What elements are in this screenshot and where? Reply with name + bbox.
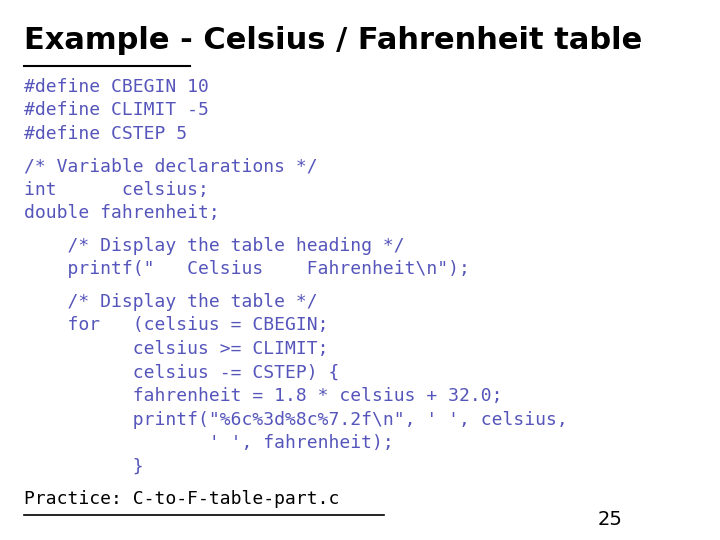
Text: double fahrenheit;: double fahrenheit;	[24, 205, 220, 222]
Text: Example - Celsius / Fahrenheit table: Example - Celsius / Fahrenheit table	[24, 25, 642, 55]
Text: /* Display the table */: /* Display the table */	[24, 293, 318, 310]
Text: #define CBEGIN 10: #define CBEGIN 10	[24, 78, 209, 96]
Text: Practice: C-to-F-table-part.c: Practice: C-to-F-table-part.c	[24, 490, 339, 508]
Text: ' ', fahrenheit);: ' ', fahrenheit);	[24, 434, 393, 453]
Text: celsius >= CLIMIT;: celsius >= CLIMIT;	[24, 340, 328, 358]
Text: celsius -= CSTEP) {: celsius -= CSTEP) {	[24, 363, 339, 381]
Text: #define CLIMIT -5: #define CLIMIT -5	[24, 102, 209, 119]
Text: 25: 25	[598, 510, 623, 529]
Text: Practice: C-to-F-table-part.c: Practice: C-to-F-table-part.c	[24, 490, 339, 508]
Text: int      celsius;: int celsius;	[24, 181, 209, 199]
Text: Example: Example	[24, 25, 169, 55]
Text: printf("%6c%3d%8c%7.2f\n", ' ', celsius,: printf("%6c%3d%8c%7.2f\n", ' ', celsius,	[24, 411, 567, 429]
Text: printf("   Celsius    Fahrenheit\n");: printf(" Celsius Fahrenheit\n");	[24, 260, 469, 278]
Text: }: }	[24, 458, 143, 476]
Text: /* Display the table heading */: /* Display the table heading */	[24, 237, 405, 255]
Text: for   (celsius = CBEGIN;: for (celsius = CBEGIN;	[24, 316, 328, 334]
Text: fahrenheit = 1.8 * celsius + 32.0;: fahrenheit = 1.8 * celsius + 32.0;	[24, 387, 502, 405]
Text: /* Variable declarations */: /* Variable declarations */	[24, 157, 318, 175]
Text: #define CSTEP 5: #define CSTEP 5	[24, 125, 186, 143]
